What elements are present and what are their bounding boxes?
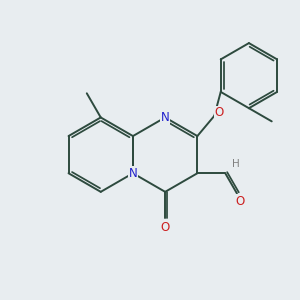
Text: H: H bbox=[232, 159, 240, 169]
Text: O: O bbox=[214, 106, 224, 119]
Text: O: O bbox=[160, 221, 170, 234]
Text: O: O bbox=[236, 195, 244, 208]
Text: N: N bbox=[161, 111, 170, 124]
Text: N: N bbox=[129, 167, 137, 180]
